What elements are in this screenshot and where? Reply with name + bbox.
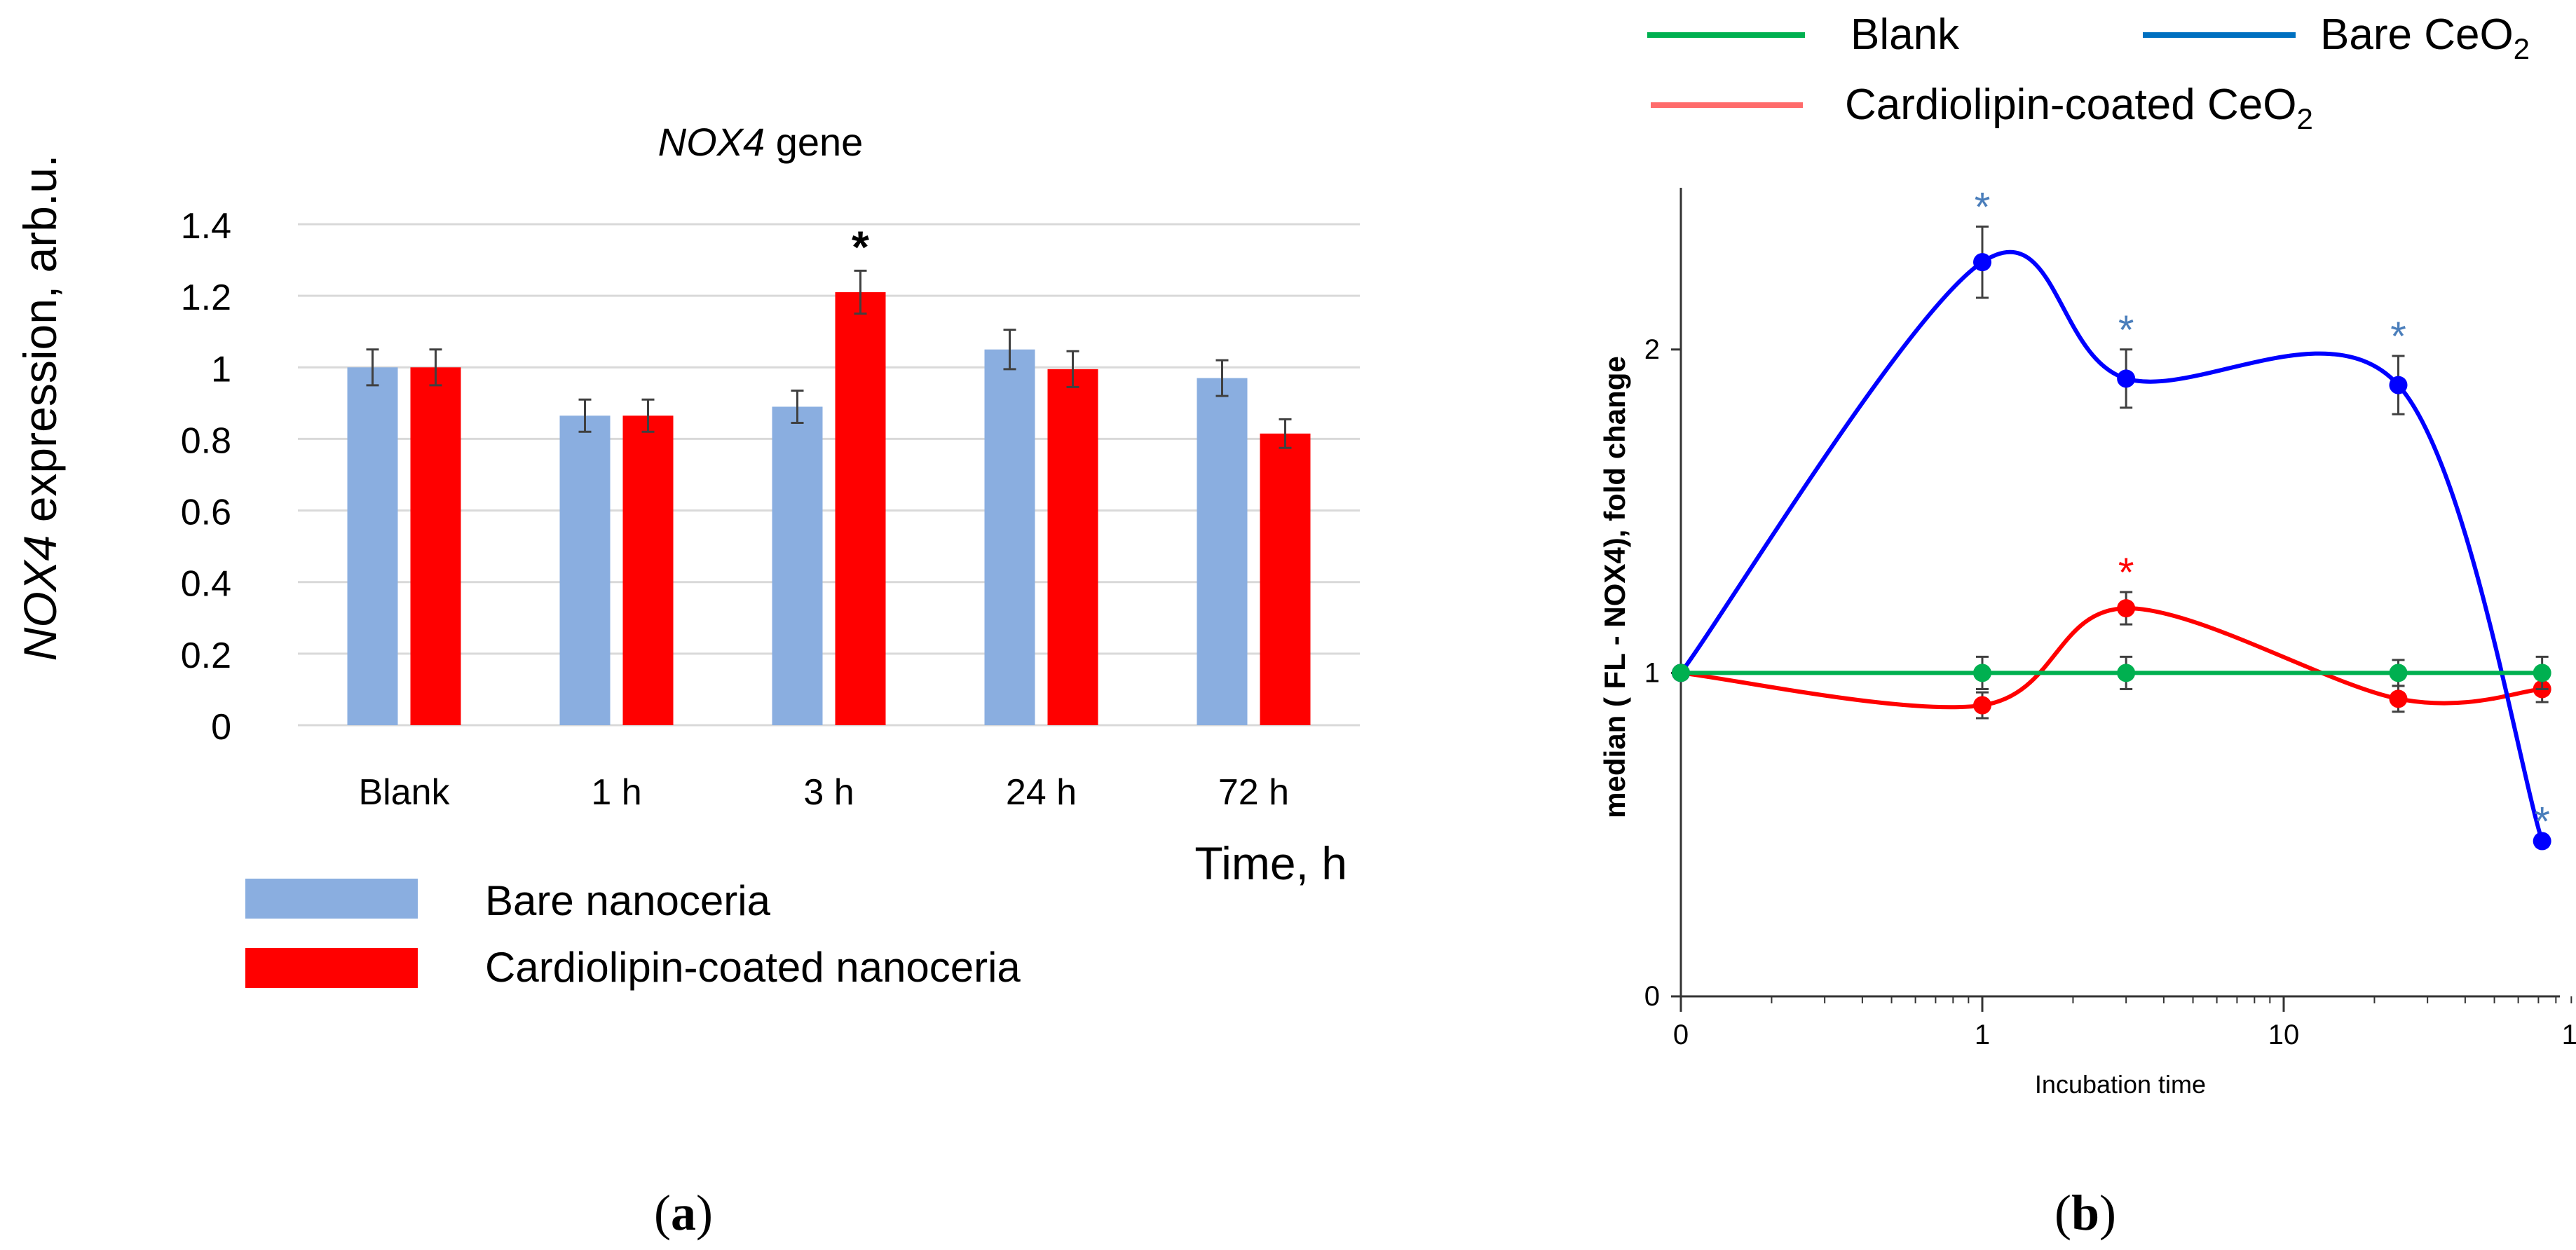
a-y-tick-labels: 0 0.2 0.4 0.6 0.8 1 1.2 1.4 xyxy=(181,206,231,748)
b-y-ticks: 0 1 2 xyxy=(1644,334,1681,1012)
b-data-point xyxy=(2117,599,2136,618)
a-x-tick-label: 24 h xyxy=(1006,772,1077,813)
a-bar xyxy=(1260,433,1311,725)
b-y-tick-label: 0 xyxy=(1644,981,1660,1012)
b-y-tick-label: 2 xyxy=(1644,334,1660,365)
a-legend-swatch-cardiolipin xyxy=(245,948,418,988)
a-x-tick-label: 3 h xyxy=(803,772,854,813)
b-data-point xyxy=(2389,689,2408,708)
b-series-line xyxy=(1680,606,2542,710)
b-x-tick-label: 100 xyxy=(2562,1019,2576,1050)
b-x-tick-label: 0 xyxy=(1673,1019,1689,1050)
a-y-tick-label: 0.6 xyxy=(181,493,231,533)
b-series: * * * * * xyxy=(1672,184,2551,851)
a-bar xyxy=(835,292,886,725)
a-y-tick-label: 1.4 xyxy=(181,206,231,247)
b-y-axis-label: median ( FL - NOX4), fold change xyxy=(1598,356,1631,818)
a-legend-label-cardiolipin: Cardiolipin-coated nanoceria xyxy=(485,944,1021,991)
a-legend: Bare nanoceria Cardiolipin-coated nanoce… xyxy=(245,877,1021,991)
a-x-tick-label: 1 h xyxy=(591,772,641,813)
a-legend-label-bare: Bare nanoceria xyxy=(485,877,771,924)
a-bar xyxy=(1047,369,1098,725)
b-legend-label-bare: Bare CeO2 xyxy=(2320,11,2530,65)
a-bars: * xyxy=(347,221,1311,725)
a-y-axis-label: NOX4 expression, arb.u. xyxy=(14,155,66,661)
b-data-point xyxy=(1973,664,1991,682)
b-data-point xyxy=(1672,664,1690,682)
b-significance-marker: * xyxy=(2534,799,2550,844)
a-bar xyxy=(984,349,1035,725)
a-x-tick-labels: Blank 1 h 3 h 24 h 72 h xyxy=(358,772,1289,813)
a-bar xyxy=(772,406,823,725)
a-bar xyxy=(622,415,674,725)
a-x-tick-label: Blank xyxy=(358,772,450,813)
a-significance-marker: * xyxy=(852,221,869,272)
a-y-tick-label: 1.2 xyxy=(181,277,231,318)
b-data-point xyxy=(1973,253,1991,272)
b-data-point xyxy=(2389,376,2408,394)
a-x-axis-label: Time, h xyxy=(1194,837,1347,889)
b-x-ticks: 0 1 10 100 xyxy=(1673,996,2576,1050)
a-bar xyxy=(347,367,398,725)
panel-a: 0 0.2 0.4 0.6 0.8 1 1.2 1.4 * Blank 1 h 3 h 24 h 72… xyxy=(14,120,1360,1241)
b-data-point xyxy=(1973,696,1991,715)
panel-b: Blank Bare CeO2 Cardiolipin-coated CeO2 … xyxy=(1598,11,2576,1241)
a-y-tick-label: 1 xyxy=(211,349,231,390)
b-caption: (b) xyxy=(2054,1185,2116,1241)
b-legend-label-blank: Blank xyxy=(1851,11,1960,59)
a-bar xyxy=(410,367,461,725)
b-significance-marker: * xyxy=(2118,308,2134,353)
b-significance-marker: * xyxy=(2118,550,2134,596)
a-x-tick-label: 72 h xyxy=(1218,772,1289,813)
a-y-tick-label: 0.8 xyxy=(181,420,231,461)
a-bar xyxy=(1197,378,1248,725)
b-significance-marker: * xyxy=(2390,314,2406,359)
a-y-tick-label: 0.2 xyxy=(181,636,231,676)
b-legend: Blank Bare CeO2 Cardiolipin-coated CeO2 xyxy=(1647,11,2530,135)
b-y-tick-label: 1 xyxy=(1644,657,1660,688)
b-data-point xyxy=(2117,369,2136,388)
b-legend-label-cardiolipin: Cardiolipin-coated CeO2 xyxy=(1845,81,2313,135)
a-legend-swatch-bare xyxy=(245,879,418,919)
a-caption: (a) xyxy=(654,1185,713,1241)
a-y-tick-label: 0 xyxy=(211,707,231,748)
b-data-point xyxy=(2533,664,2551,682)
a-y-tick-label: 0.4 xyxy=(181,564,231,605)
b-data-point xyxy=(2389,664,2408,682)
b-data-point xyxy=(2117,664,2136,682)
b-series-line xyxy=(1679,249,2544,842)
b-x-tick-label: 1 xyxy=(1975,1019,1990,1050)
b-data-point xyxy=(2533,832,2551,851)
a-chart-title: NOX4 gene xyxy=(658,120,864,164)
a-bar xyxy=(559,415,611,725)
b-x-tick-label: 10 xyxy=(2268,1019,2300,1050)
b-x-axis-label: Incubation time xyxy=(2035,1070,2206,1099)
b-significance-marker: * xyxy=(1975,184,1991,230)
a-gridlines xyxy=(298,223,1360,727)
